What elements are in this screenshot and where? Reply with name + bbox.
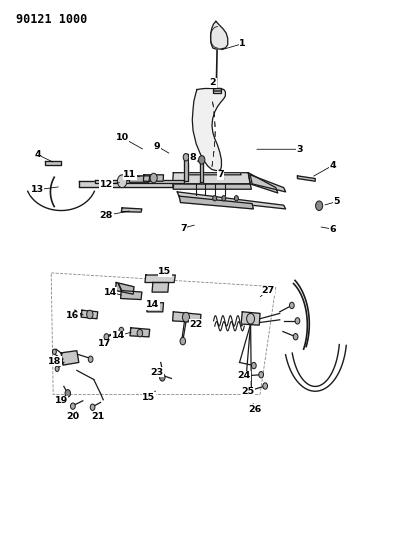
Polygon shape [297,176,315,181]
Circle shape [182,312,190,322]
Polygon shape [250,175,286,192]
Polygon shape [130,328,150,337]
Circle shape [137,329,143,337]
Circle shape [290,302,294,309]
Polygon shape [200,156,203,182]
Text: 11: 11 [123,171,137,179]
Circle shape [119,327,124,334]
Polygon shape [129,176,150,182]
Text: 20: 20 [66,413,80,421]
Text: 15: 15 [142,393,156,401]
Text: 7: 7 [180,224,186,232]
Circle shape [183,154,189,161]
Circle shape [251,362,256,369]
Text: 28: 28 [100,211,113,220]
Text: 27: 27 [261,286,275,295]
Circle shape [263,383,268,389]
Circle shape [88,356,93,362]
Text: 16: 16 [66,311,80,320]
Text: 14: 14 [146,301,160,309]
Text: 21: 21 [91,413,104,421]
Polygon shape [248,173,278,193]
Text: 3: 3 [296,145,303,154]
Text: 14: 14 [104,288,117,296]
Text: 1: 1 [239,39,245,48]
Text: 2: 2 [210,78,216,87]
Circle shape [90,404,95,410]
Text: 25: 25 [242,387,255,396]
Polygon shape [121,290,142,300]
Polygon shape [177,192,286,209]
Circle shape [316,201,323,211]
Text: 26: 26 [249,405,262,414]
Polygon shape [173,312,201,322]
Text: 7: 7 [217,171,224,179]
Polygon shape [185,173,241,175]
Polygon shape [213,88,221,93]
Text: 13: 13 [31,185,44,194]
Text: 22: 22 [190,320,203,328]
Circle shape [150,173,157,183]
Text: 6: 6 [330,225,336,233]
Polygon shape [61,351,79,365]
Text: 9: 9 [154,142,160,150]
Polygon shape [79,181,173,187]
Polygon shape [184,154,188,181]
Polygon shape [81,310,98,319]
Circle shape [295,318,300,324]
Circle shape [160,374,165,381]
Text: 5: 5 [334,197,340,206]
Circle shape [213,196,217,201]
Text: 8: 8 [190,154,197,162]
Text: 24: 24 [237,372,250,380]
Circle shape [71,403,75,409]
Text: 23: 23 [150,368,164,376]
Circle shape [180,337,186,345]
Text: 12: 12 [100,180,113,189]
Polygon shape [147,303,164,312]
Circle shape [104,334,109,340]
Polygon shape [211,21,228,49]
Polygon shape [45,161,61,165]
Text: 17: 17 [98,340,111,348]
Text: 4: 4 [34,150,41,159]
Polygon shape [179,196,253,209]
Polygon shape [152,282,169,292]
Text: 14: 14 [112,332,125,340]
Polygon shape [121,208,142,212]
Circle shape [87,310,93,319]
Text: 4: 4 [330,161,336,169]
Polygon shape [173,184,251,189]
Text: 10: 10 [115,133,129,142]
Polygon shape [143,175,164,181]
Polygon shape [115,282,134,294]
Circle shape [247,313,255,324]
Circle shape [199,156,205,164]
Polygon shape [95,180,184,183]
Polygon shape [145,275,175,282]
Circle shape [234,196,238,201]
Circle shape [52,349,56,354]
Circle shape [117,175,127,188]
Text: 18: 18 [48,357,61,366]
Circle shape [259,372,264,378]
Polygon shape [173,173,250,184]
Text: 19: 19 [54,397,68,405]
Circle shape [65,390,71,397]
Circle shape [222,196,226,201]
Polygon shape [241,312,260,325]
Text: 15: 15 [158,268,171,276]
Text: 90121 1000: 90121 1000 [16,13,87,26]
Circle shape [293,334,298,340]
Circle shape [55,366,59,372]
Polygon shape [192,88,225,171]
